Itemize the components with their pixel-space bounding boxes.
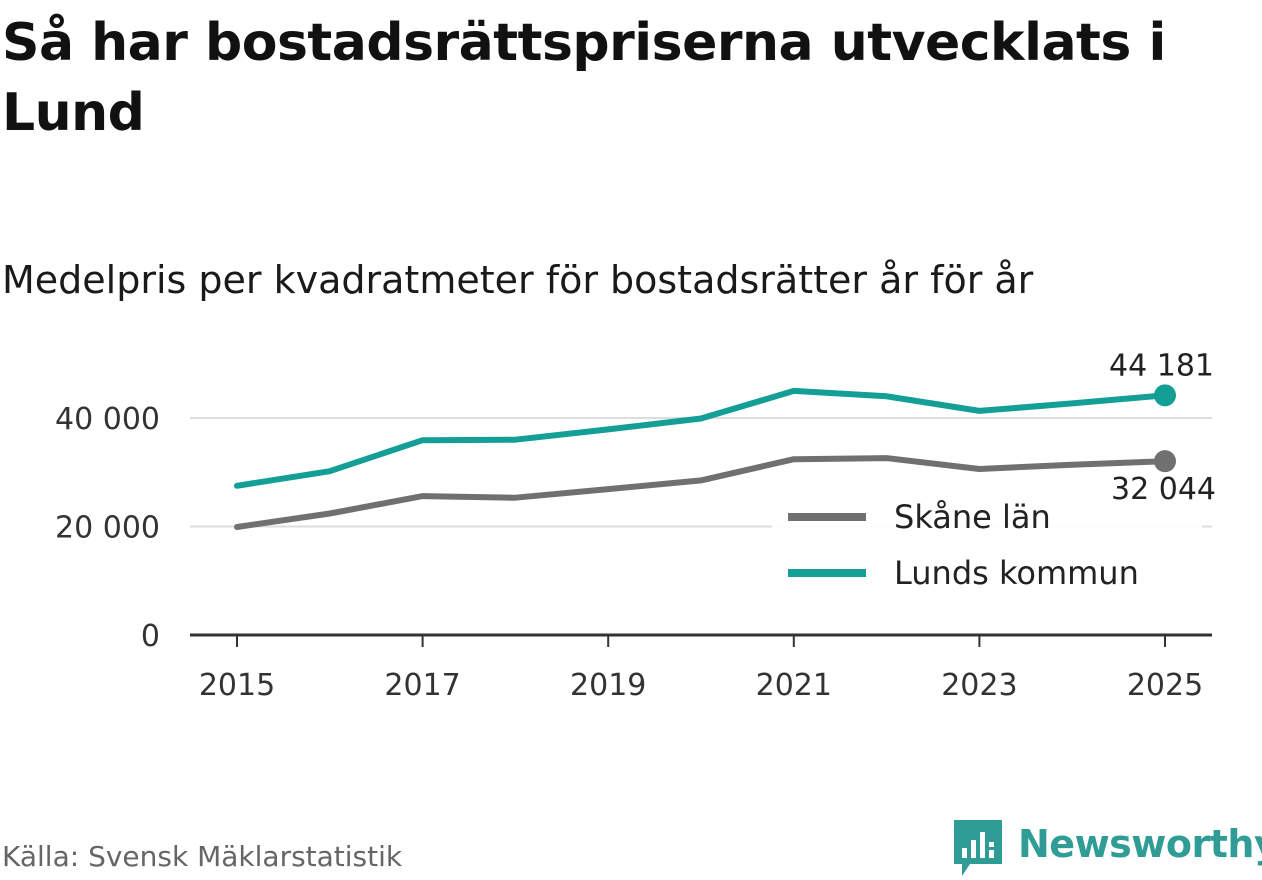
y-tick-label: 40 000 [55, 402, 160, 437]
legend: Skåne län Lunds kommun [772, 486, 1202, 616]
line-chart: 0 20 000 40 000 2015 2017 2019 2021 2023 2025 S… [55, 348, 1216, 703]
y-tick-label: 20 000 [55, 511, 160, 546]
end-labels: 44 181 32 044 [1109, 348, 1216, 507]
series-lines [234, 384, 1176, 530]
chart-title: Så har bostadsrättspriserna utvecklats i… [2, 13, 1166, 143]
x-tick-label: 2019 [570, 668, 646, 703]
legend-label: Skåne län [894, 498, 1051, 536]
x-axis: 2015 2017 2019 2021 2023 2025 [190, 633, 1212, 703]
newsworthy-brand: Newsworthy [952, 818, 1262, 878]
legend-background [772, 486, 1202, 616]
newsworthy-logo-icon [954, 820, 1002, 876]
end-point-lunds-kommun [1154, 384, 1176, 407]
x-tick-label: 2017 [384, 668, 460, 703]
x-tick-label: 2021 [756, 668, 832, 703]
end-label-skane-lan: 32 044 [1111, 472, 1216, 507]
x-tick-label: 2025 [1127, 668, 1203, 703]
x-tick-label: 2023 [941, 668, 1017, 703]
x-tick-label: 2015 [199, 668, 275, 703]
end-label-lunds-kommun: 44 181 [1109, 348, 1214, 383]
series-line-sk-ne-l-n [234, 455, 1168, 530]
chart-subtitle: Medelpris per kvadratmeter för bostadsrä… [2, 258, 1034, 302]
legend-label: Lunds kommun [894, 554, 1139, 592]
brand-name: Newsworthy [1018, 822, 1262, 866]
y-axis-ticks: 0 20 000 40 000 [55, 402, 160, 654]
y-tick-label: 0 [141, 619, 160, 654]
end-point-sk-ne-l-n [1154, 450, 1176, 473]
series-line-lunds-kommun [234, 387, 1168, 489]
source-note: Källa: Svensk Mäklarstatistik [2, 840, 403, 873]
